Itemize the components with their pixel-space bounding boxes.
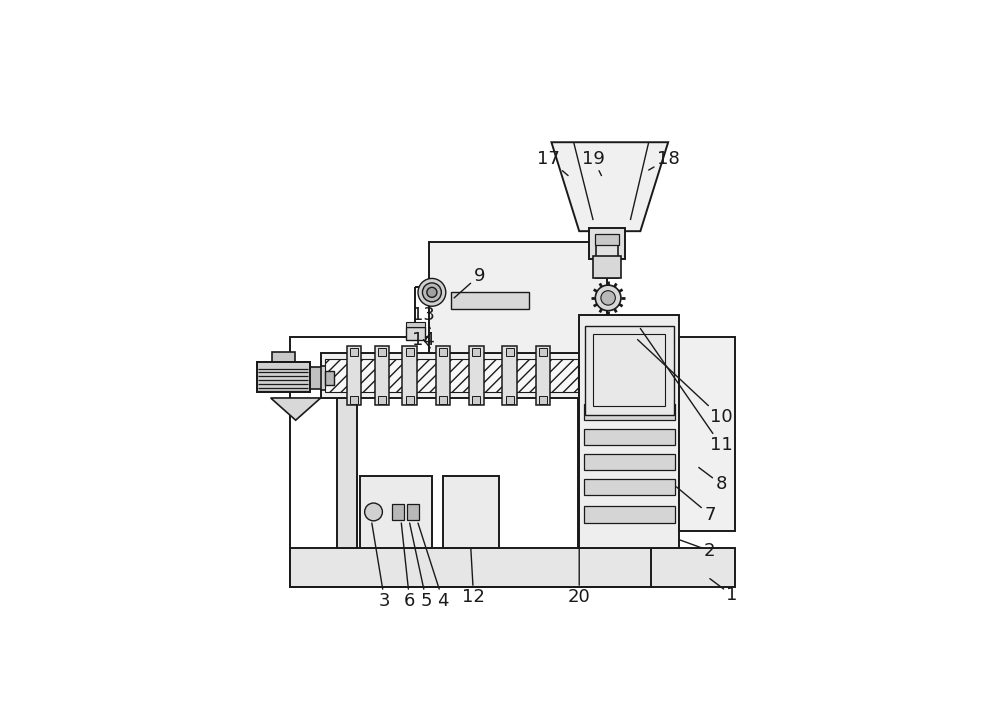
Bar [536, 347, 550, 405]
Bar [360, 476, 432, 548]
Text: 7: 7 [677, 487, 716, 523]
Bar [436, 347, 450, 405]
Text: 14: 14 [412, 331, 435, 349]
Bar [584, 429, 675, 445]
Bar [321, 366, 338, 390]
Bar [472, 348, 480, 356]
Bar [596, 243, 618, 279]
Text: 9: 9 [454, 266, 485, 298]
Bar [290, 548, 735, 587]
Bar [325, 370, 334, 385]
Bar [593, 256, 621, 279]
Circle shape [365, 503, 382, 521]
Text: 1: 1 [710, 578, 738, 604]
Text: 2: 2 [679, 540, 716, 560]
Bar [402, 347, 417, 405]
Bar [429, 243, 607, 354]
Bar [375, 347, 389, 405]
Bar [443, 476, 499, 548]
Bar [679, 336, 735, 531]
Text: 19: 19 [582, 150, 605, 175]
Bar [595, 234, 619, 245]
Circle shape [601, 291, 615, 305]
Bar [321, 354, 582, 398]
Bar [539, 396, 547, 404]
Text: 12: 12 [462, 548, 485, 606]
Text: 8: 8 [699, 467, 727, 493]
Bar [272, 352, 295, 362]
Bar [257, 362, 310, 393]
Text: 5: 5 [410, 523, 432, 610]
Text: 13: 13 [412, 305, 435, 329]
Bar [506, 396, 514, 404]
Bar [589, 228, 625, 259]
Bar [585, 326, 674, 414]
Bar [350, 348, 358, 356]
Polygon shape [551, 142, 668, 231]
Text: 3: 3 [372, 523, 390, 610]
Text: 18: 18 [649, 150, 680, 170]
Bar [439, 348, 447, 356]
Text: 10: 10 [638, 339, 732, 427]
Bar [392, 504, 404, 521]
Circle shape [422, 283, 441, 302]
Bar [406, 322, 425, 327]
Bar [584, 479, 675, 495]
Bar [502, 347, 517, 405]
Bar [593, 334, 665, 406]
Bar [579, 315, 679, 548]
Circle shape [427, 287, 437, 297]
Bar [378, 396, 386, 404]
Text: 20: 20 [568, 548, 591, 606]
Bar [406, 348, 414, 356]
Bar [584, 506, 675, 523]
Bar [378, 348, 386, 356]
Bar [451, 292, 529, 309]
Bar [584, 404, 675, 420]
Bar [578, 398, 598, 548]
Text: 17: 17 [537, 150, 568, 175]
Bar [506, 348, 514, 356]
Bar [406, 396, 414, 404]
Bar [325, 359, 578, 393]
Bar [257, 362, 310, 393]
Bar [337, 398, 357, 548]
Polygon shape [271, 398, 321, 420]
Bar [439, 396, 447, 404]
Text: 6: 6 [401, 523, 415, 610]
Circle shape [418, 279, 446, 306]
Bar [350, 396, 358, 404]
Bar [472, 396, 480, 404]
Bar [407, 504, 419, 521]
Text: 11: 11 [640, 329, 732, 454]
Text: 4: 4 [418, 523, 449, 610]
Bar [347, 347, 361, 405]
Bar [469, 347, 484, 405]
Bar [310, 367, 323, 389]
Bar [584, 453, 675, 470]
Bar [406, 327, 425, 339]
Circle shape [595, 285, 621, 310]
Bar [539, 348, 547, 356]
Bar [290, 336, 651, 587]
